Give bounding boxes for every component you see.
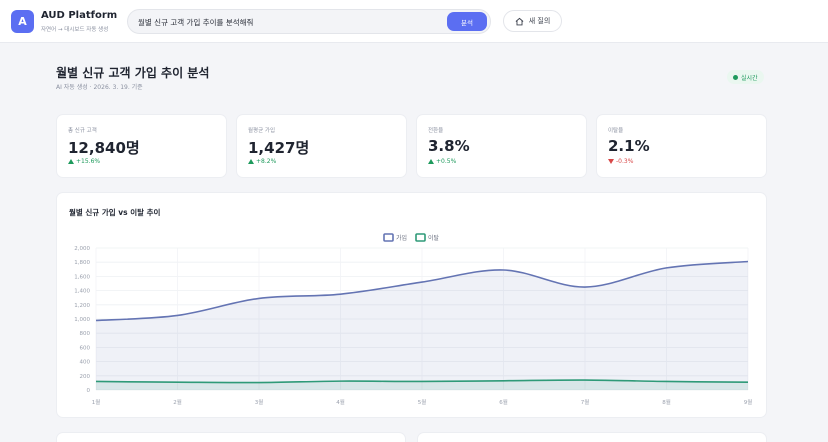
kpi-label: 이탈율: [608, 128, 624, 134]
kpi-delta: +15.6%: [68, 158, 100, 165]
kpi-delta: +0.5%: [428, 158, 456, 165]
legend-label: 이탈: [428, 234, 440, 242]
triangle-up-icon: [248, 159, 254, 164]
legend-label: 가입: [396, 234, 407, 242]
y-tick-label: 400: [80, 360, 91, 366]
kpi-value: 2.1%: [608, 137, 650, 155]
y-tick-label: 1,200: [74, 303, 90, 309]
live-dot-icon: [733, 74, 738, 80]
y-tick-label: 2,000: [74, 246, 90, 252]
next-card-left: [56, 432, 406, 442]
kpi-card-churn: 이탈율 2.1% -0.3%: [596, 114, 767, 178]
x-tick-label: 6월: [499, 398, 508, 406]
kpi-label: 전환율: [428, 128, 444, 134]
live-badge: 실시간: [727, 70, 764, 84]
x-tick-label: 2월: [173, 398, 182, 406]
kpi-delta-value: -0.3%: [616, 158, 634, 165]
top-bar: A AUD Platform 자연어 → 대시보드 자동 생성 분석 새 질의: [0, 0, 828, 43]
signup-churn-chart: 0 200 400 600 800 1,000 1,200 1,400 1,600 1,800 2,…: [74, 233, 753, 406]
kpi-delta-value: +8.2%: [256, 158, 277, 165]
series-line-churn: [95, 379, 749, 384]
kpi-value: 1,427명: [248, 139, 310, 157]
query-bar: 분석: [127, 9, 491, 34]
series-area-signup: [96, 261, 748, 390]
kpi-label: 총 신규 고객: [68, 128, 97, 134]
series-line-signup: [95, 260, 749, 322]
new-question-button[interactable]: 새 질의: [503, 10, 562, 32]
analyze-button[interactable]: 분석: [447, 12, 487, 31]
y-tick-label: 800: [80, 331, 91, 337]
triangle-up-icon: [428, 159, 434, 164]
y-tick-label: 600: [80, 345, 91, 351]
triangle-down-icon: [608, 159, 614, 164]
x-tick-label: 7월: [581, 398, 590, 406]
kpi-delta-value: +0.5%: [436, 158, 457, 165]
new-question-label: 새 질의: [528, 17, 551, 25]
page-title: 월별 신규 고객 가입 추이 분석: [56, 66, 210, 80]
y-tick-label: 1,800: [74, 260, 90, 266]
brand-name: AUD Platform: [41, 10, 118, 21]
y-tick-label: 1,000: [74, 317, 90, 323]
page-subtitle: AI 자동 생성 · 2026. 3. 19. 기준: [56, 84, 143, 91]
kpi-card-conversion: 전환율 3.8% +0.5%: [416, 114, 587, 178]
signup-churn-chart-card: 월별 신규 가입 vs 이탈 추이 0 200 400 600 800 1,000 1,20…: [56, 192, 767, 418]
triangle-up-icon: [68, 159, 74, 164]
kpi-value: 12,840명: [68, 139, 140, 157]
query-input[interactable]: [138, 14, 438, 30]
y-tick-label: 0: [87, 388, 91, 394]
kpi-delta: +8.2%: [248, 158, 276, 165]
brand-subtitle: 자연어 → 대시보드 자동 생성: [41, 27, 109, 33]
kpi-delta: -0.3%: [608, 158, 633, 165]
y-tick-label: 1,600: [74, 274, 90, 280]
live-label: 실시간: [741, 74, 758, 82]
kpi-label: 월평균 가입: [248, 128, 276, 134]
legend-swatch: [415, 233, 426, 242]
x-tick-label: 9월: [744, 398, 753, 406]
home-icon: [515, 17, 524, 25]
x-tick-label: 4월: [336, 398, 345, 406]
app-logo[interactable]: A: [11, 10, 34, 33]
x-tick-label: 5월: [418, 398, 427, 406]
next-card-right: [417, 432, 767, 442]
kpi-card-monthly-avg: 월평균 가입 1,427명 +8.2%: [236, 114, 407, 178]
y-tick-label: 200: [80, 374, 91, 380]
kpi-delta-value: +15.6%: [76, 158, 101, 165]
kpi-value: 3.8%: [428, 137, 470, 155]
kpi-card-total-new: 총 신규 고객 12,840명 +15.6%: [56, 114, 227, 178]
series-area-churn: [96, 380, 748, 390]
chart-title: 월별 신규 가입 vs 이탈 추이: [69, 208, 161, 217]
x-tick-label: 1월: [92, 398, 101, 406]
legend-swatch: [383, 233, 394, 242]
y-tick-label: 1,400: [74, 289, 90, 295]
x-tick-label: 3월: [255, 398, 264, 406]
x-tick-label: 8월: [662, 398, 671, 406]
